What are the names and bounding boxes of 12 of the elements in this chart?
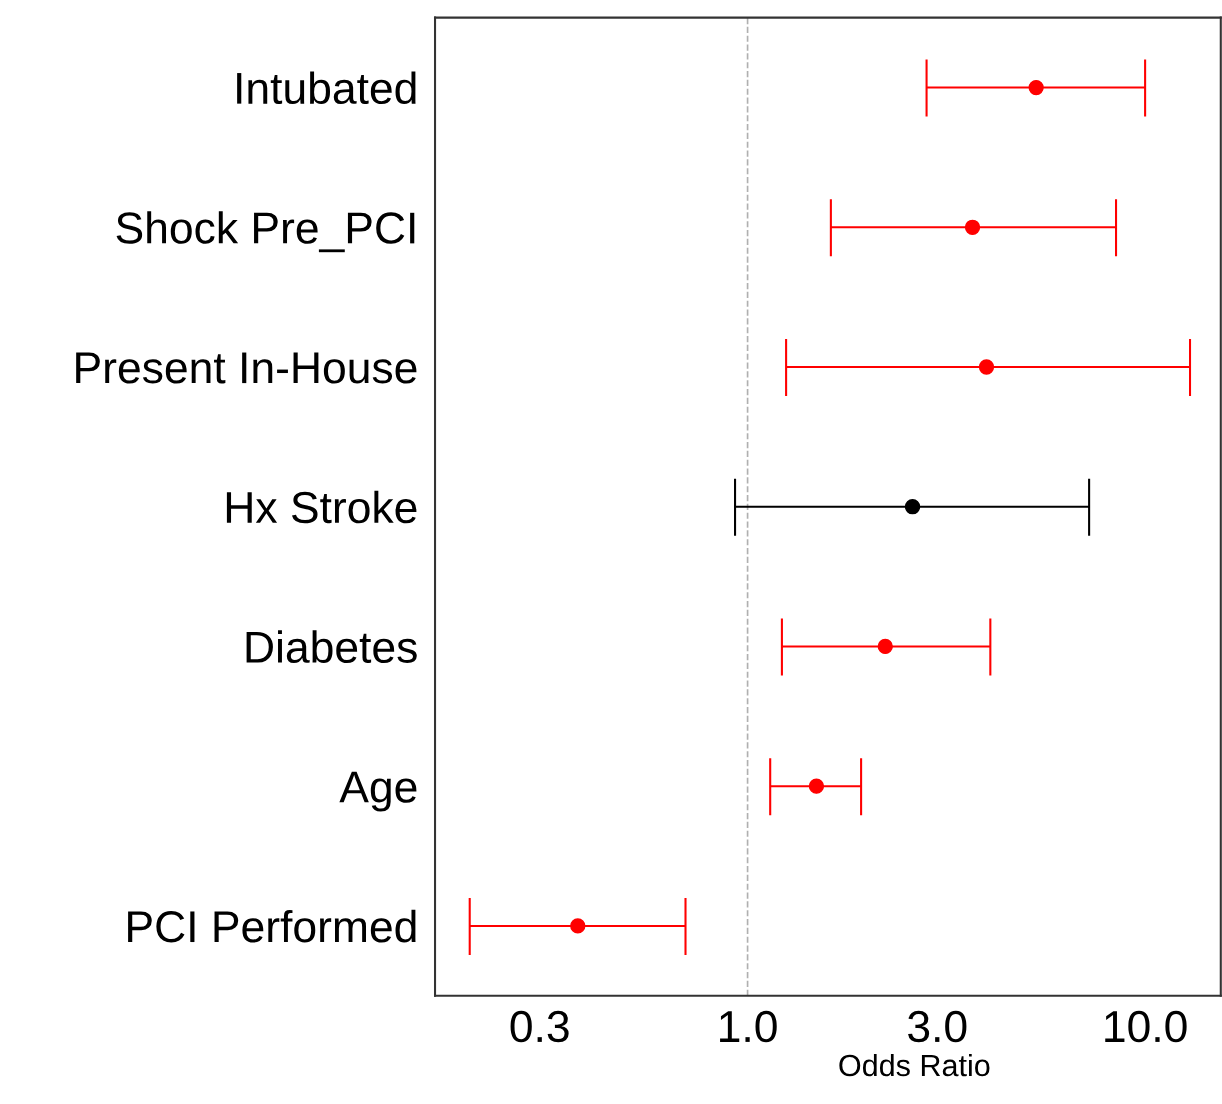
- y-tick-label: Present In-House: [76, 352, 417, 384]
- y-tick-label: Intubated: [237, 71, 416, 105]
- y-tick-label: Shock Pre_PCI: [116, 211, 415, 253]
- y-tick-label: Diabetes: [246, 630, 417, 664]
- x-tick-label: 3.0: [908, 1010, 967, 1043]
- x-tick-label: 1.0: [720, 1010, 777, 1043]
- x-tick-label: 0.3: [510, 1010, 569, 1043]
- x-axis-title: Odds Ratio: [839, 1053, 990, 1077]
- y-tick-label: Hx Stroke: [226, 490, 417, 524]
- x-tick-label: 10.0: [1105, 1010, 1187, 1043]
- y-tick-label: PCI Performed: [128, 909, 416, 943]
- y-tick-label: Age: [339, 771, 417, 812]
